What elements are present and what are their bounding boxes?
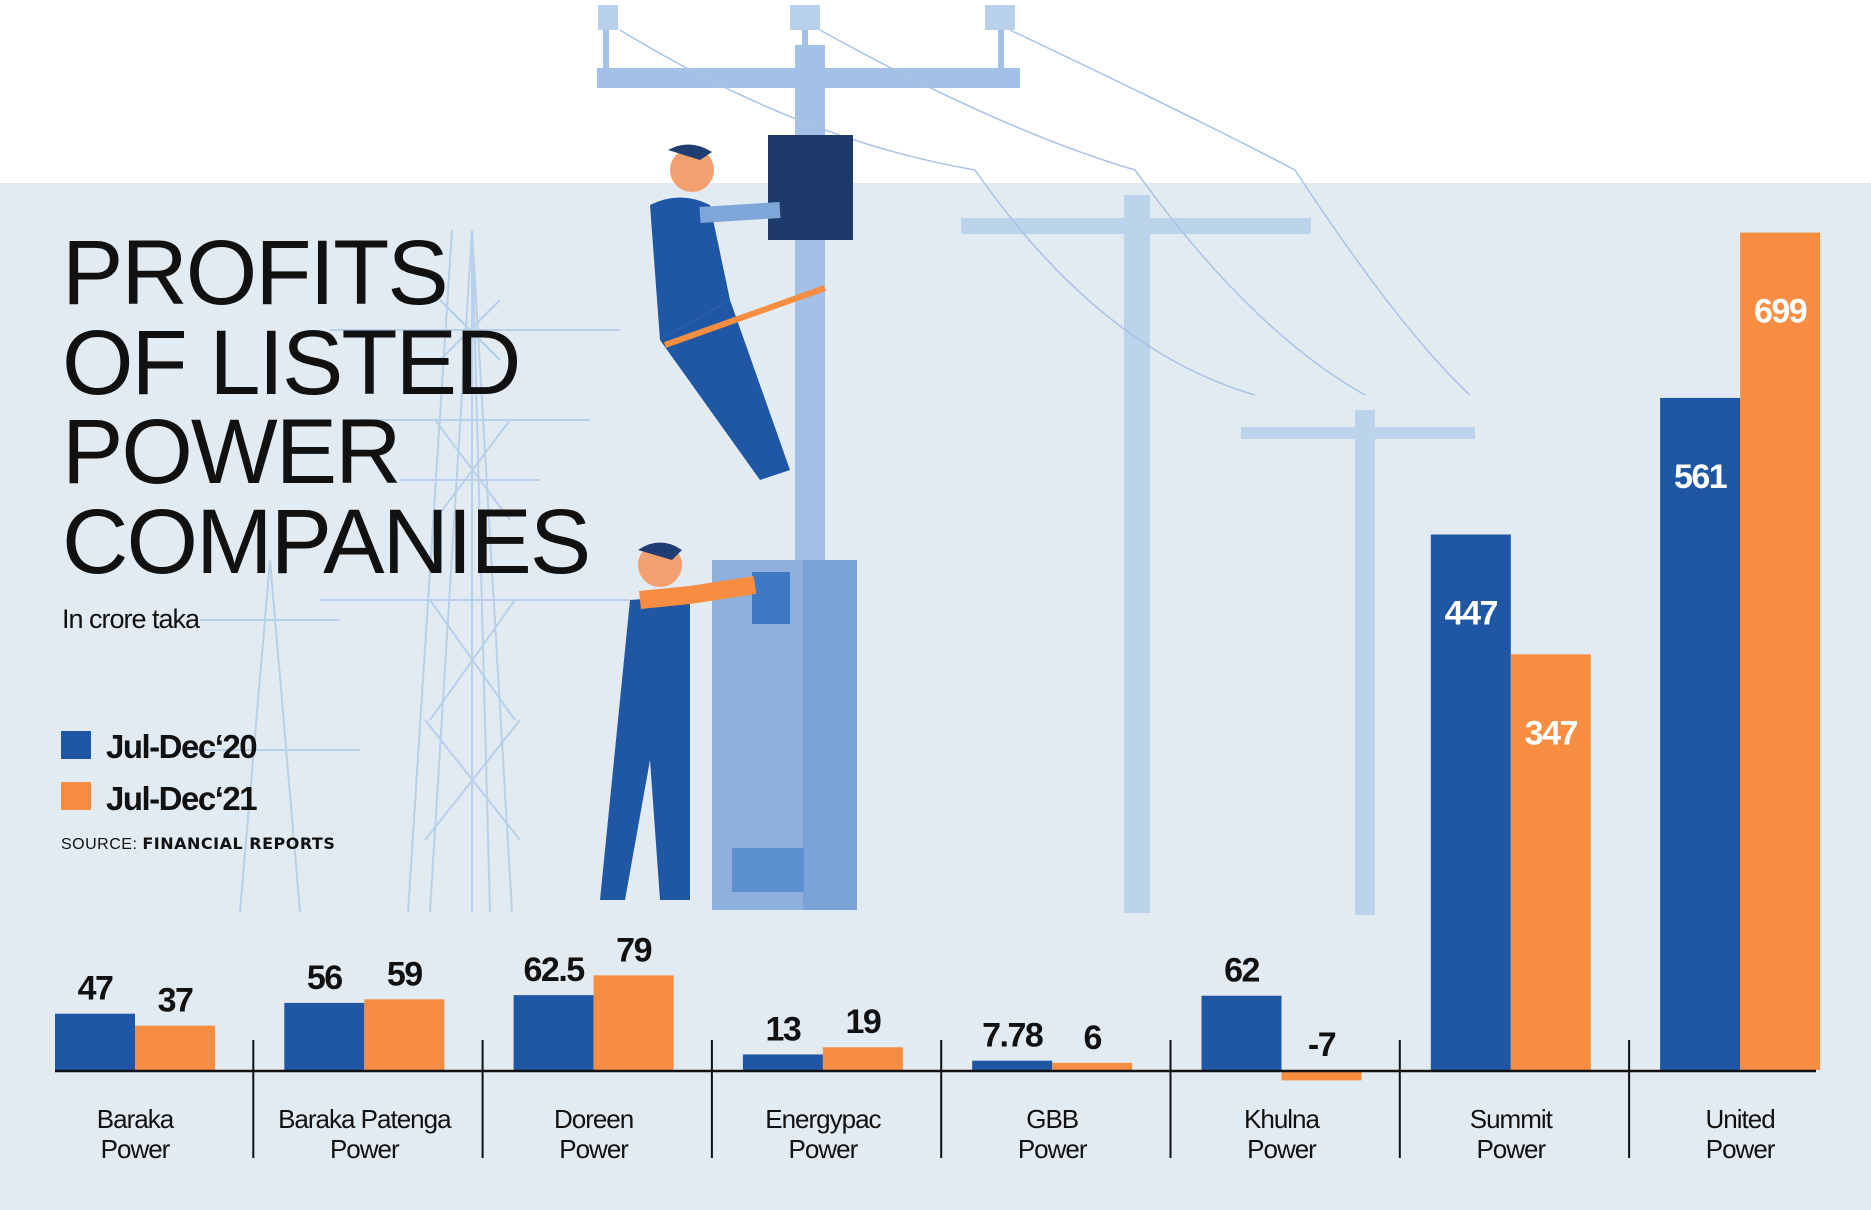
bar-2021 — [1510, 654, 1591, 1070]
bar-2021 — [135, 1025, 215, 1070]
data-label: 47 — [78, 970, 113, 1008]
category-label: Baraka — [97, 1104, 175, 1134]
title-line: POWER — [62, 401, 400, 503]
subtitle: In crore taka — [62, 604, 201, 634]
bar-2021 — [593, 975, 674, 1070]
bar-2021 — [364, 999, 445, 1070]
category-label: Power — [1476, 1134, 1546, 1164]
bar-2021 — [1740, 232, 1821, 1070]
category-label: Power — [1247, 1134, 1317, 1164]
utility-pole-icon — [961, 195, 1475, 915]
category-label: Power — [330, 1134, 400, 1164]
bar-2021 — [1052, 1062, 1133, 1070]
category-label: Doreen — [554, 1104, 633, 1134]
category-label: Energypac — [765, 1104, 881, 1134]
category-label: Power — [559, 1134, 629, 1164]
data-label: 79 — [616, 931, 651, 969]
bar-2020 — [55, 1013, 135, 1070]
category-label: Power — [789, 1134, 859, 1164]
category-label: Power — [1018, 1134, 1088, 1164]
power-lines — [619, 29, 1471, 396]
transmission-tower-icon — [190, 229, 630, 913]
title-line: COMPANIES — [62, 491, 589, 593]
data-label: 6 — [1083, 1019, 1101, 1057]
bar-2020 — [1660, 397, 1741, 1070]
source-label: SOURCE: — [61, 836, 137, 853]
category-label: Summit — [1470, 1104, 1554, 1134]
data-label: 62.5 — [524, 951, 585, 989]
data-label: 447 — [1445, 594, 1498, 632]
data-label: 13 — [765, 1010, 800, 1048]
bar-2020 — [513, 995, 594, 1070]
data-label: 59 — [387, 955, 422, 993]
title-line: OF LISTED — [62, 312, 519, 414]
legend-swatch-2020 — [61, 731, 91, 759]
category-label: Baraka Patenga — [278, 1104, 452, 1134]
data-label: 7.78 — [982, 1017, 1043, 1055]
worker-climbing-icon — [650, 144, 827, 480]
bar-2021 — [1281, 1072, 1362, 1081]
legend-swatch-2021 — [61, 782, 91, 810]
category-label: Power — [1706, 1134, 1776, 1164]
legend-label-2021: Jul-Dec‘21 — [106, 780, 257, 817]
data-label: 699 — [1754, 293, 1807, 331]
bar-2021 — [822, 1047, 903, 1070]
worker-standing-icon — [600, 542, 757, 900]
data-label: -7 — [1308, 1026, 1336, 1064]
data-label: 19 — [845, 1003, 880, 1041]
bar-2020 — [742, 1054, 823, 1070]
category-label: United — [1706, 1104, 1775, 1134]
bar-2020 — [284, 1002, 365, 1070]
bar-2020 — [972, 1060, 1053, 1070]
electrical-cabinet-icon — [712, 135, 857, 910]
source-note: SOURCE: FINANCIAL REPORTS — [61, 834, 335, 853]
data-label: 347 — [1525, 714, 1578, 752]
category-label: GBB — [1026, 1104, 1078, 1134]
data-label: 62 — [1224, 952, 1259, 990]
source-value: FINANCIAL REPORTS — [142, 834, 335, 853]
data-label: 37 — [158, 982, 193, 1020]
data-label: 561 — [1674, 458, 1727, 496]
bar-2020 — [1201, 995, 1282, 1070]
title-line: PROFITS — [62, 222, 447, 324]
category-label: Power — [101, 1134, 171, 1164]
legend-label-2020: Jul-Dec‘20 — [106, 728, 256, 765]
data-label: 56 — [307, 959, 342, 997]
bar-2020 — [1430, 534, 1511, 1070]
category-label: Khulna — [1244, 1104, 1320, 1134]
